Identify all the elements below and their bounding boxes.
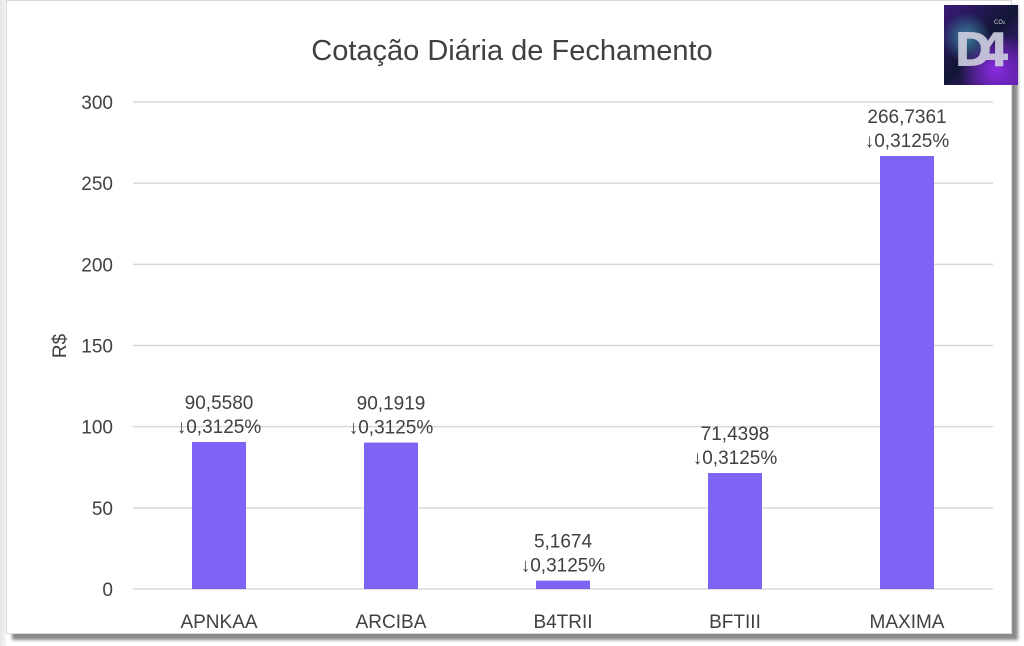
frame-edge bbox=[0, 0, 6, 646]
y-axis-label: R$ bbox=[50, 333, 71, 358]
value-label: 90,5580 bbox=[185, 393, 254, 414]
value-label: 266,7361 bbox=[867, 107, 946, 128]
x-tick-label: APNKAA bbox=[180, 612, 257, 633]
change-label: ↓0,3125% bbox=[349, 418, 434, 439]
company-logo: D4 CO₂ bbox=[944, 5, 1018, 85]
change-label: ↓0,3125% bbox=[177, 417, 262, 438]
x-tick-label: B4TRII bbox=[533, 612, 592, 633]
x-tick-label: ARCIBA bbox=[356, 612, 427, 633]
bar bbox=[536, 580, 590, 589]
chart-frame bbox=[6, 0, 1012, 634]
bar bbox=[192, 441, 246, 589]
y-tick-label: 250 bbox=[81, 174, 113, 195]
bar bbox=[364, 442, 418, 589]
value-label: 90,1919 bbox=[357, 394, 426, 415]
bar bbox=[880, 155, 934, 589]
y-tick-label: 50 bbox=[92, 499, 113, 520]
chart-title: Cotação Diária de Fechamento bbox=[311, 35, 712, 67]
y-tick-label: 200 bbox=[81, 255, 113, 276]
x-tick-label: MAXIMA bbox=[870, 612, 945, 633]
value-label: 5,1674 bbox=[534, 532, 593, 553]
value-label: 71,4398 bbox=[701, 424, 770, 445]
change-label: ↓0,3125% bbox=[865, 131, 950, 152]
change-label: ↓0,3125% bbox=[693, 448, 778, 469]
change-label: ↓0,3125% bbox=[521, 556, 606, 577]
x-tick-label: BFTIII bbox=[709, 612, 761, 633]
y-tick-label: 150 bbox=[81, 337, 113, 358]
y-tick-label: 300 bbox=[81, 93, 113, 114]
bar bbox=[708, 473, 762, 589]
y-tick-label: 100 bbox=[81, 418, 113, 439]
y-tick-label: 0 bbox=[102, 580, 113, 601]
